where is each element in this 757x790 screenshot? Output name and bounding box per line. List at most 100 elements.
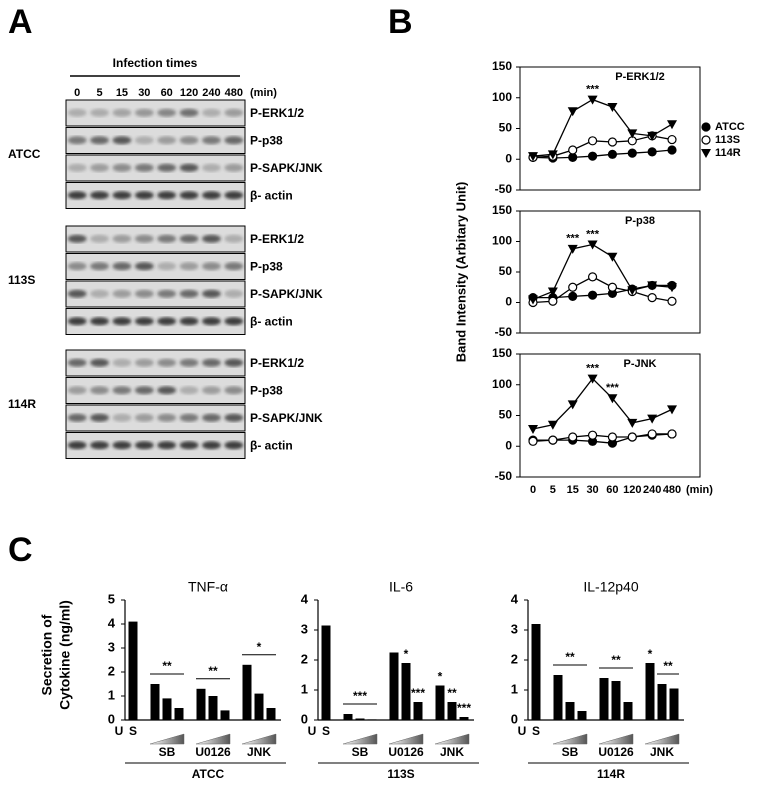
bar [208,696,218,720]
bar [645,663,655,720]
chart-title: TNF-α [188,579,228,595]
group-label: ATCC [8,147,41,161]
dose-wedge [388,733,424,745]
y-tick-label: 0 [108,711,115,726]
time-label: 240 [202,87,220,99]
blot-band [134,163,154,172]
group-label: U0126 [598,745,634,759]
blot-band [179,191,199,200]
bar [623,702,633,720]
blot-band [202,289,221,298]
point [667,429,677,439]
blot-band [179,108,199,117]
x-tick-label: 15 [567,484,579,496]
blot-band [224,289,244,298]
point [548,296,558,306]
y-tick-label: 4 [108,615,116,630]
blot-band [202,136,221,145]
y-tick-label: 50 [499,264,513,278]
blot-band [90,289,109,298]
group-label: JNK [440,745,464,759]
blot-band [134,413,154,422]
blot-band [112,289,132,298]
blot-band [202,386,221,395]
point [528,295,538,305]
blot-band [112,262,132,271]
bar [553,675,563,720]
point [647,281,658,291]
blot-band [112,163,132,172]
legend-marker [701,122,711,132]
point [627,129,638,139]
y-tick-label: 0 [301,711,308,726]
y-tick-label: 2 [108,663,115,678]
bar [321,625,331,720]
blot-band [90,441,109,450]
blot-band [112,191,132,200]
y-tick-label: 1 [511,681,518,696]
legend-marker [701,135,711,145]
x-tick-label: 60 [606,484,618,496]
time-unit: (min) [250,87,277,99]
blot-band [224,262,244,271]
x-tick-label: S [532,724,540,738]
bar [611,681,621,720]
significance: *** [566,233,580,245]
blot-band [67,413,87,422]
blot-band [90,163,109,172]
point [587,136,598,146]
y-tick-label: 4 [511,591,519,606]
x-tick-label: S [322,724,330,738]
blot-band [202,108,221,117]
row-label: P-SAPK/JNK [250,411,323,425]
blot-band [134,108,154,117]
time-label: 15 [116,87,128,99]
blot-band [202,234,221,243]
point [667,296,677,306]
bar [220,710,230,720]
significance: *** [586,84,600,96]
blot-band [67,136,87,145]
blot-band [112,136,132,145]
point [528,436,538,446]
bar [565,702,575,720]
blot-band [157,358,177,367]
blot-band [179,289,199,298]
x-tick-label: 5 [550,484,556,496]
condition-label: ATCC [192,767,225,781]
row-label: P-ERK1/2 [250,106,304,120]
blot-band [67,163,87,172]
point [627,418,638,428]
y-tick-label: 150 [492,346,512,360]
point [667,120,677,130]
point [587,290,598,300]
blot-band [179,358,199,367]
group-label: JNK [650,745,674,759]
blot-band [179,413,199,422]
dose-wedge [241,733,277,745]
point [568,282,578,292]
y-tick-label: 3 [301,621,308,636]
blot-band [134,289,154,298]
blot-band [90,234,109,243]
point [587,240,598,250]
plot-frame [519,66,701,191]
blot-band [224,413,244,422]
point [568,145,578,155]
x-tick-label: U [308,724,317,738]
point [587,430,598,440]
bar [266,708,276,720]
y-tick-label: 4 [301,591,309,606]
x-tick-label: 120 [623,484,641,496]
y-tick-label: 100 [492,234,512,248]
point [568,432,578,442]
blot-band [202,262,221,271]
bar [128,621,138,720]
point [547,420,558,430]
significance: ** [611,653,621,667]
blot-band [224,317,244,326]
blot-band [179,262,199,271]
condition-label: 113S [387,767,414,781]
point [567,244,578,254]
